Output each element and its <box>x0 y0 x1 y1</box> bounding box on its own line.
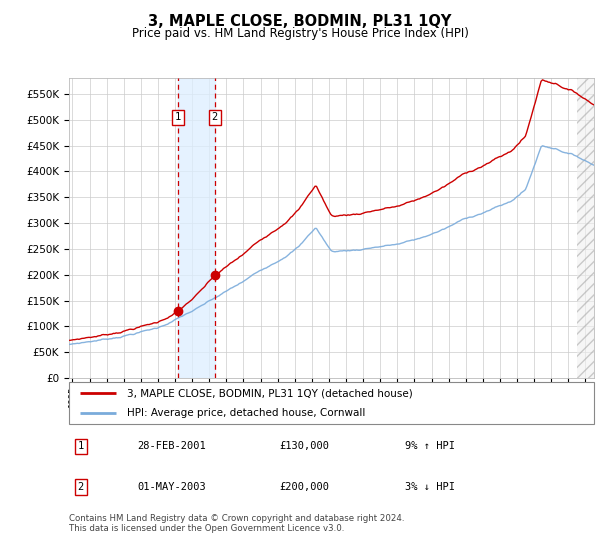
Text: 3, MAPLE CLOSE, BODMIN, PL31 1QY: 3, MAPLE CLOSE, BODMIN, PL31 1QY <box>148 14 452 29</box>
Text: 9% ↑ HPI: 9% ↑ HPI <box>405 441 455 451</box>
Bar <box>178 78 215 378</box>
Text: 1: 1 <box>77 441 83 451</box>
Text: £130,000: £130,000 <box>279 441 329 451</box>
Text: Price paid vs. HM Land Registry's House Price Index (HPI): Price paid vs. HM Land Registry's House … <box>131 27 469 40</box>
Text: 01-MAY-2003: 01-MAY-2003 <box>137 482 206 492</box>
Bar <box>577 78 594 378</box>
Text: 28-FEB-2001: 28-FEB-2001 <box>137 441 206 451</box>
Text: HPI: Average price, detached house, Cornwall: HPI: Average price, detached house, Corn… <box>127 408 365 418</box>
Text: £200,000: £200,000 <box>279 482 329 492</box>
Text: 3, MAPLE CLOSE, BODMIN, PL31 1QY (detached house): 3, MAPLE CLOSE, BODMIN, PL31 1QY (detach… <box>127 389 413 398</box>
Text: 2: 2 <box>77 482 83 492</box>
Text: 1: 1 <box>175 112 181 122</box>
Text: 2: 2 <box>212 112 218 122</box>
Text: 3% ↓ HPI: 3% ↓ HPI <box>405 482 455 492</box>
FancyBboxPatch shape <box>69 382 594 424</box>
Text: Contains HM Land Registry data © Crown copyright and database right 2024.
This d: Contains HM Land Registry data © Crown c… <box>69 514 404 534</box>
